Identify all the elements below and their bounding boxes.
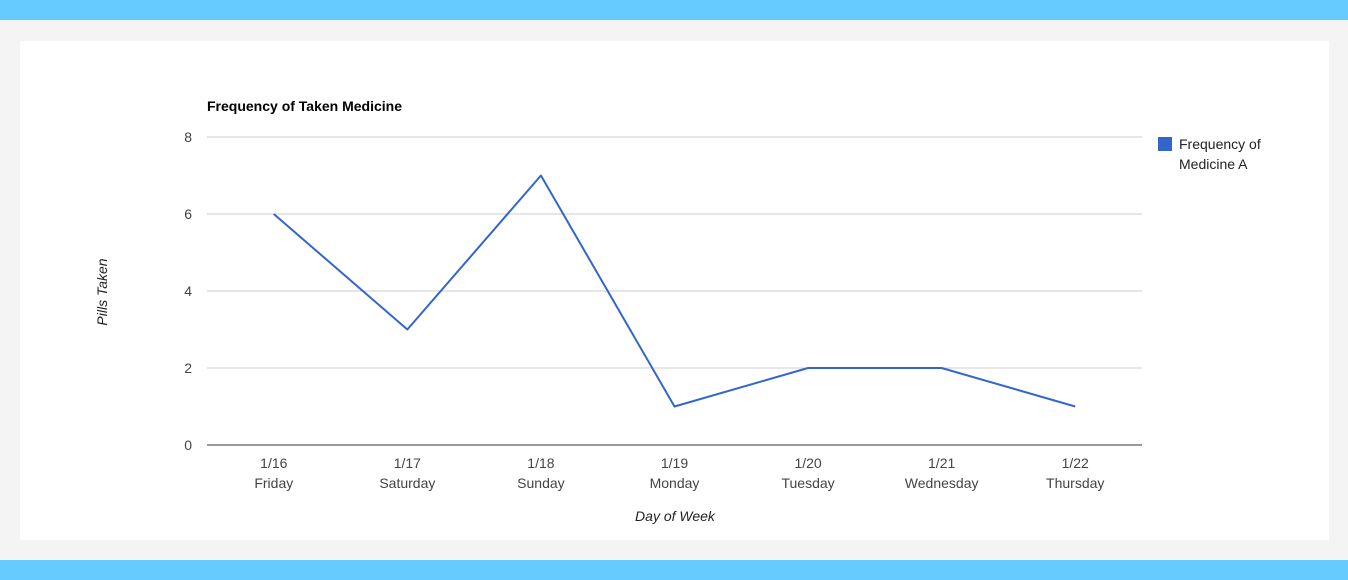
x-tick-label: 1/18 Sunday xyxy=(517,455,564,491)
y-tick-label: 8 xyxy=(184,129,192,145)
bottom-banner xyxy=(0,560,1348,580)
x-tick-label: 1/21 Wednesday xyxy=(905,455,979,491)
y-tick-label: 0 xyxy=(184,437,192,453)
x-axis-ticks: 1/16 Friday 1/17 Saturday 1/18 Sunday 1/19 Mond… xyxy=(254,455,1104,491)
x-tick-label: 1/19 Monday xyxy=(650,455,700,491)
x-tick-label: 1/16 Friday xyxy=(254,455,293,491)
x-axis-title: Day of Week xyxy=(635,508,716,524)
x-tick-label-line: 1/22 xyxy=(1062,455,1089,471)
y-tick-label: 6 xyxy=(184,206,192,222)
x-tick-label-line: 1/21 xyxy=(928,455,955,471)
x-tick-label-line: Monday xyxy=(650,475,700,491)
y-tick-label: 2 xyxy=(184,360,192,376)
y-axis-title: Pills Taken xyxy=(94,258,110,325)
x-tick-label-line: 1/16 xyxy=(260,455,287,471)
chart-title: Frequency of Taken Medicine xyxy=(207,98,402,114)
y-tick-label: 4 xyxy=(184,283,192,299)
x-tick-label-line: Tuesday xyxy=(781,475,834,491)
x-tick-label-line: 1/19 xyxy=(661,455,688,471)
top-banner xyxy=(0,0,1348,20)
x-tick-label-line: Thursday xyxy=(1046,475,1104,491)
x-tick-label-line: Sunday xyxy=(517,475,564,491)
x-tick-label-line: Wednesday xyxy=(905,475,979,491)
legend-label: Frequency of Medicine A xyxy=(1179,136,1261,172)
x-tick-label-line: 1/17 xyxy=(394,455,421,471)
series-group xyxy=(273,174,1076,408)
x-tick-label: 1/17 Saturday xyxy=(379,455,435,491)
gridlines xyxy=(207,136,1142,446)
x-tick-label: 1/20 Tuesday xyxy=(781,455,834,491)
y-axis-ticks: 0 2 4 6 8 xyxy=(184,129,192,453)
x-tick-label-line: Friday xyxy=(254,475,293,491)
legend-swatch xyxy=(1158,137,1172,151)
x-tick-label-line: 1/18 xyxy=(527,455,554,471)
x-tick-label: 1/22 Thursday xyxy=(1046,455,1104,491)
legend: Frequency of Medicine A xyxy=(1158,136,1261,172)
legend-label-line: Medicine A xyxy=(1179,156,1248,172)
legend-label-line: Frequency of xyxy=(1179,136,1261,152)
x-tick-label-line: Saturday xyxy=(379,475,435,491)
x-tick-label-line: 1/20 xyxy=(794,455,821,471)
